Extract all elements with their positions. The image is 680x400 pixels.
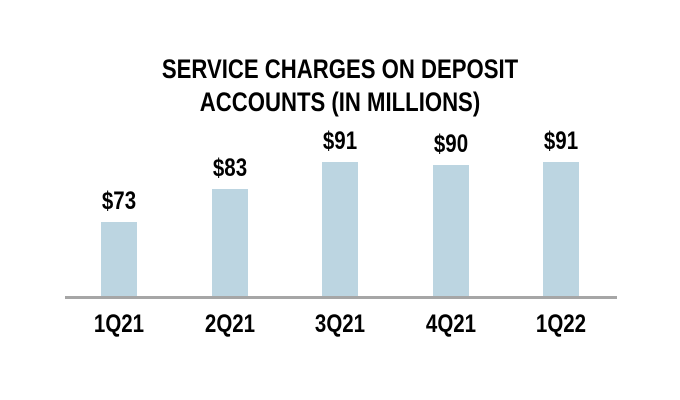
- bar: [322, 162, 358, 298]
- x-axis-label: 1Q21: [93, 310, 145, 338]
- bar: [101, 222, 137, 298]
- x-axis-label: 2Q21: [204, 310, 255, 338]
- x-axis-label: 1Q22: [535, 310, 587, 338]
- x-axis-line: [65, 296, 617, 299]
- x-axis-label: 3Q21: [314, 310, 366, 338]
- bar-value-label: $73: [101, 187, 137, 215]
- x-axis-label: 4Q21: [425, 310, 476, 338]
- bar-value-label: $91: [322, 127, 358, 155]
- chart-title: SERVICE CHARGES ON DEPOSIT ACCOUNTS (IN …: [161, 54, 519, 117]
- bar-value-label: $91: [543, 127, 579, 155]
- bar: [432, 165, 469, 298]
- bar: [543, 162, 579, 298]
- bar-value-label: $83: [212, 154, 247, 182]
- bar-value-label: $90: [433, 130, 468, 158]
- bar: [211, 189, 248, 298]
